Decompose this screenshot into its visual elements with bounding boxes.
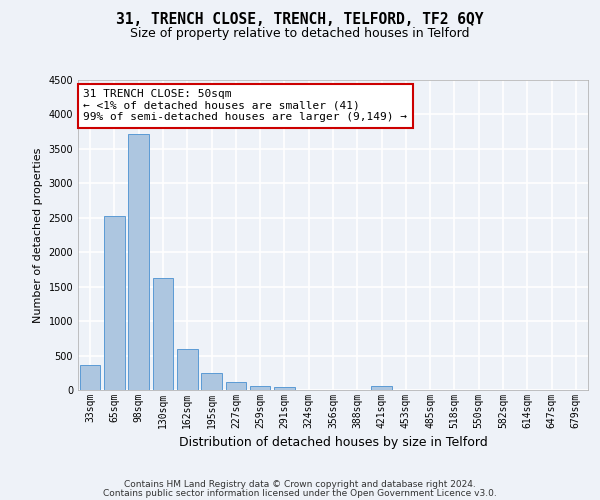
Text: 31, TRENCH CLOSE, TRENCH, TELFORD, TF2 6QY: 31, TRENCH CLOSE, TRENCH, TELFORD, TF2 6… xyxy=(116,12,484,28)
Bar xyxy=(104,216,125,390)
Bar xyxy=(128,134,149,390)
Bar xyxy=(250,386,271,390)
Bar xyxy=(152,278,173,390)
Bar xyxy=(177,348,197,390)
Text: Contains HM Land Registry data © Crown copyright and database right 2024.: Contains HM Land Registry data © Crown c… xyxy=(124,480,476,489)
Bar xyxy=(226,382,246,390)
Text: 31 TRENCH CLOSE: 50sqm
← <1% of detached houses are smaller (41)
99% of semi-det: 31 TRENCH CLOSE: 50sqm ← <1% of detached… xyxy=(83,90,407,122)
Bar xyxy=(274,386,295,390)
Bar xyxy=(371,386,392,390)
Bar xyxy=(201,374,222,390)
Bar xyxy=(80,364,100,390)
Text: Contains public sector information licensed under the Open Government Licence v3: Contains public sector information licen… xyxy=(103,488,497,498)
Text: Size of property relative to detached houses in Telford: Size of property relative to detached ho… xyxy=(130,28,470,40)
Y-axis label: Number of detached properties: Number of detached properties xyxy=(33,148,43,322)
X-axis label: Distribution of detached houses by size in Telford: Distribution of detached houses by size … xyxy=(179,436,487,450)
